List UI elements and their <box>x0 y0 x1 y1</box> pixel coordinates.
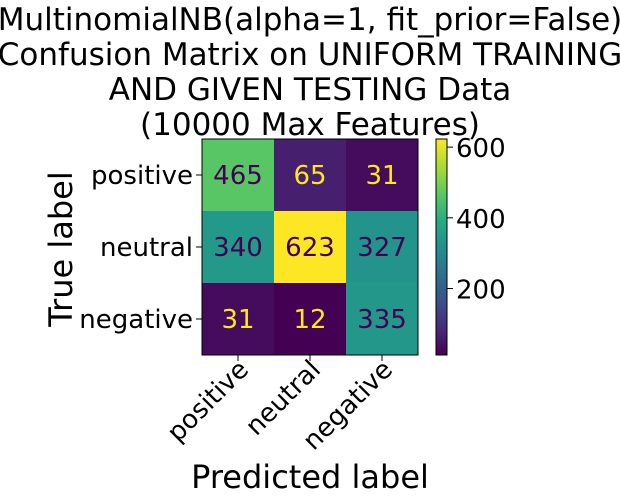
heatmap-cell-labels: 465 65 31 340 623 327 31 12 335 <box>213 161 407 335</box>
cell-value-label: 335 <box>357 305 407 335</box>
y-axis: positive neutral negative <box>79 161 202 335</box>
heatmap-cell <box>274 139 346 211</box>
chart-title-line: MultinomialNB(alpha=1, fit_prior=False) <box>0 2 620 38</box>
colorbar-tick-label: 200 <box>456 276 506 306</box>
heatmap-cell <box>274 283 346 355</box>
x-tick-label: positive <box>162 355 255 448</box>
cell-value-label: 12 <box>293 305 326 335</box>
heatmap-cell <box>202 139 274 211</box>
x-axis-label: Predicted label <box>191 458 429 496</box>
colorbar-tick-label: 400 <box>456 205 506 235</box>
cell-value-label: 327 <box>357 233 407 263</box>
cell-value-label: 31 <box>365 161 398 191</box>
heatmap-cells <box>201 138 419 356</box>
heatmap-cell <box>202 283 274 355</box>
colorbar: 200 400 600 <box>435 134 506 356</box>
chart-title: MultinomialNB(alpha=1, fit_prior=False)C… <box>0 2 620 143</box>
y-tick-label: positive <box>91 161 193 191</box>
cell-value-label: 623 <box>285 233 335 263</box>
chart-title-line: (10000 Max Features) <box>140 107 480 143</box>
cell-value-label: 340 <box>213 233 263 263</box>
chart-title-line: AND GIVEN TESTING Data <box>109 72 512 108</box>
heatmap-cell <box>202 211 274 283</box>
y-tick-label: negative <box>79 305 193 335</box>
colorbar-gradient <box>435 138 448 356</box>
cell-value-label: 65 <box>293 161 326 191</box>
y-tick-label: neutral <box>100 233 193 263</box>
cell-value-label: 31 <box>221 305 254 335</box>
chart-title-line: Confusion Matrix on UNIFORM TRAINING <box>0 37 620 73</box>
heatmap-cell <box>346 139 418 211</box>
heatmap-cell <box>346 283 418 355</box>
colorbar-tick-label: 600 <box>456 134 506 164</box>
y-axis-label: True label <box>42 171 80 328</box>
cell-value-label: 465 <box>213 161 263 191</box>
heatmap-cell <box>346 211 418 283</box>
heatmap-cell <box>274 211 346 283</box>
